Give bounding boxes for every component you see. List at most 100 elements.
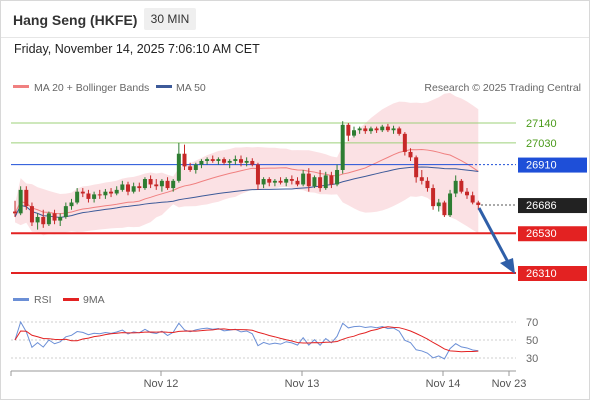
rsi-line xyxy=(14,320,479,360)
rsi-axis-label-50: 50 xyxy=(526,335,538,347)
candle-body xyxy=(329,175,334,185)
level-lines: 27140 27030 26910 26686 26530 26310 xyxy=(11,118,587,281)
candle-body xyxy=(165,180,170,189)
candle-body xyxy=(476,202,481,206)
candle-body xyxy=(436,202,441,207)
candle-body xyxy=(46,213,51,225)
candle-body xyxy=(431,188,436,207)
candle-body xyxy=(199,160,204,165)
candle-body xyxy=(301,173,306,185)
candle-body xyxy=(272,180,277,183)
candle-body xyxy=(442,202,447,216)
candle-body xyxy=(261,179,266,185)
candle-body xyxy=(120,184,125,190)
candle-body xyxy=(465,191,469,196)
candle-body xyxy=(233,159,238,161)
candle-body xyxy=(363,128,368,132)
candle-body xyxy=(340,124,345,170)
candle-body xyxy=(109,191,114,194)
forecast-arrow-head xyxy=(500,258,515,274)
report-datetime: Friday, November 14, 2025 7:06:10 AM CET xyxy=(14,42,260,56)
header-bar: Hang Seng (HKFE) 30 MIN xyxy=(1,1,589,38)
candle-body xyxy=(448,193,453,216)
ma50-line xyxy=(14,166,479,218)
rsi-legend-swatch xyxy=(13,298,29,301)
candles xyxy=(13,121,481,230)
candle-body xyxy=(352,130,356,136)
candle-body xyxy=(52,213,57,221)
candle-body xyxy=(346,124,351,136)
x-axis: Nov 12 Nov 13 Nov 14 Nov 23 xyxy=(10,371,527,390)
x-tick-label: Nov 13 xyxy=(285,378,320,390)
candle-body xyxy=(402,133,407,152)
candle-body xyxy=(244,160,249,163)
candle-body xyxy=(176,153,181,181)
candle-body xyxy=(227,160,232,163)
candle-body xyxy=(137,186,142,189)
rsi-legend-label: RSI xyxy=(34,294,52,306)
candle-body xyxy=(35,216,40,223)
rsi-axis-label-70: 70 xyxy=(526,317,538,329)
candle-body xyxy=(188,166,193,170)
candle-body xyxy=(148,179,153,185)
candle-body xyxy=(63,206,68,217)
candle-body xyxy=(289,179,294,181)
candle-body xyxy=(368,128,373,132)
candle-body xyxy=(453,180,458,194)
ma50-legend-swatch xyxy=(156,85,172,88)
candle-body xyxy=(255,164,260,185)
ma20-legend-swatch xyxy=(13,85,29,88)
ma50-legend-label: MA 50 xyxy=(176,82,206,94)
pivot-label-box xyxy=(518,157,587,173)
candle-body xyxy=(24,189,29,207)
candle-body xyxy=(97,194,102,196)
candle-body xyxy=(425,180,430,189)
candle-body xyxy=(69,202,74,207)
candle-body xyxy=(171,180,176,189)
x-tick-label: Nov 12 xyxy=(144,378,179,390)
resistance-label-27140: 27140 xyxy=(526,118,557,130)
copyright-credit: Research © 2025 Trading Central xyxy=(424,82,581,94)
candle-body xyxy=(284,179,289,183)
last-price-label: 26686 xyxy=(526,200,557,212)
last-price-box xyxy=(518,198,587,214)
candle-body xyxy=(295,180,300,185)
candle-body xyxy=(470,195,475,203)
candle-body xyxy=(357,128,362,131)
candle-body xyxy=(41,216,46,225)
candle-body xyxy=(414,157,419,178)
support-label-26310: 26310 xyxy=(526,268,557,280)
candle-body xyxy=(306,173,311,187)
instrument-title: Hang Seng (HKFE) xyxy=(13,12,138,28)
ma20-line xyxy=(14,149,479,215)
candle-body xyxy=(374,128,379,131)
x-tick-label: Nov 23 xyxy=(492,378,527,390)
ma9-legend-swatch xyxy=(63,298,79,301)
forecast-arrow-shaft xyxy=(477,207,511,265)
candle-body xyxy=(154,184,159,187)
candle-body xyxy=(239,159,243,163)
candle-body xyxy=(142,179,147,189)
candle-body xyxy=(58,216,63,221)
candle-body xyxy=(75,191,80,203)
candle-body xyxy=(380,126,385,131)
candle-body xyxy=(29,206,34,223)
candle-body xyxy=(182,153,187,167)
candle-body xyxy=(92,194,97,199)
rsi-axis-label-30: 30 xyxy=(526,353,538,365)
support-label-26530: 26530 xyxy=(526,228,557,240)
candle-body xyxy=(131,186,136,192)
candle-body xyxy=(126,184,130,192)
timeframe-button[interactable]: 30 MIN xyxy=(144,8,196,30)
support-label-box-26310 xyxy=(518,266,587,281)
candle-body xyxy=(13,211,17,214)
ma20-legend-label: MA 20 + Bollinger Bands xyxy=(34,82,149,94)
candle-body xyxy=(210,159,215,161)
candle-body xyxy=(193,164,198,170)
ma9-legend-label: 9MA xyxy=(83,294,105,306)
candle-body xyxy=(323,175,328,189)
x-tick-label: Nov 14 xyxy=(426,378,461,390)
rsi-panel: 30 50 70 xyxy=(11,317,538,365)
